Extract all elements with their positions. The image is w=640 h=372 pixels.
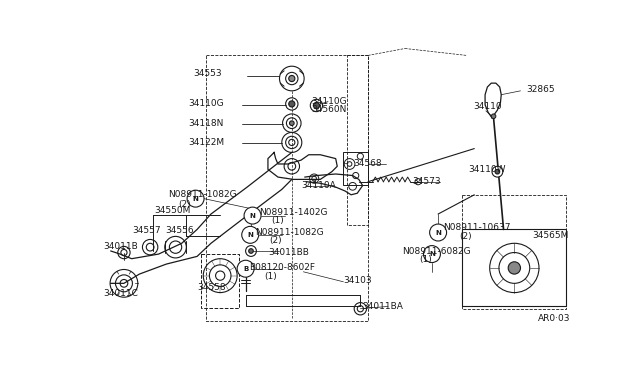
- Circle shape: [508, 262, 520, 274]
- Circle shape: [492, 114, 496, 119]
- Text: N: N: [250, 212, 255, 219]
- Text: 34011C: 34011C: [103, 289, 138, 298]
- Text: 34011BA: 34011BA: [363, 302, 404, 311]
- Bar: [348, 55, 368, 225]
- Circle shape: [314, 102, 319, 109]
- Text: 34011B: 34011B: [103, 242, 138, 251]
- Text: (1): (1): [264, 272, 277, 281]
- Text: 34556: 34556: [166, 227, 194, 235]
- Circle shape: [424, 246, 440, 263]
- Text: 34110W: 34110W: [468, 165, 506, 174]
- Text: (1): (1): [271, 217, 284, 225]
- Circle shape: [237, 260, 254, 277]
- Circle shape: [495, 169, 500, 174]
- Text: N08911-1082G: N08911-1082G: [168, 190, 236, 199]
- Circle shape: [242, 226, 259, 243]
- Text: 34568: 34568: [353, 160, 382, 169]
- Text: 34553: 34553: [193, 70, 221, 78]
- Text: 34560N: 34560N: [311, 105, 346, 114]
- Text: 34110: 34110: [474, 102, 502, 111]
- Circle shape: [249, 249, 253, 253]
- Text: 34557: 34557: [132, 227, 161, 235]
- Text: 32865: 32865: [526, 85, 554, 94]
- Text: 34011BB: 34011BB: [269, 248, 310, 257]
- Text: 34110G: 34110G: [311, 97, 347, 106]
- Text: N08911-1402G: N08911-1402G: [259, 208, 327, 217]
- Circle shape: [244, 207, 261, 224]
- Circle shape: [429, 224, 447, 241]
- Circle shape: [289, 121, 294, 125]
- Text: 34573: 34573: [413, 177, 442, 186]
- Text: N: N: [429, 251, 435, 257]
- Text: 34103: 34103: [344, 276, 372, 285]
- Circle shape: [187, 190, 204, 207]
- Bar: [344, 153, 368, 185]
- Text: N: N: [193, 196, 198, 202]
- Circle shape: [289, 76, 295, 81]
- Bar: [462, 230, 566, 307]
- Circle shape: [492, 166, 503, 177]
- Text: AR0·03: AR0·03: [538, 314, 570, 323]
- Text: 34565M: 34565M: [532, 231, 568, 240]
- Text: (1): (1): [419, 255, 431, 264]
- Text: 34558: 34558: [197, 283, 226, 292]
- Text: (2): (2): [269, 237, 282, 246]
- Text: 34110G: 34110G: [188, 99, 224, 108]
- Text: N: N: [247, 232, 253, 238]
- Text: 34122M: 34122M: [188, 138, 224, 147]
- Bar: [201, 254, 239, 308]
- Text: N08911-1082G: N08911-1082G: [255, 228, 323, 237]
- Text: 34118N: 34118N: [189, 119, 224, 128]
- Text: (2): (2): [178, 199, 191, 209]
- Text: N08911-10637: N08911-10637: [443, 224, 510, 232]
- Text: N08911-6082G: N08911-6082G: [402, 247, 470, 256]
- Text: B: B: [243, 266, 248, 272]
- Bar: [462, 195, 566, 309]
- Text: 34110A: 34110A: [301, 181, 336, 190]
- Circle shape: [289, 101, 295, 107]
- Text: 34550M: 34550M: [155, 206, 191, 215]
- Text: B08120-8602F: B08120-8602F: [250, 263, 316, 272]
- Text: N: N: [435, 230, 441, 235]
- Text: (2): (2): [459, 232, 472, 241]
- Bar: [206, 55, 368, 321]
